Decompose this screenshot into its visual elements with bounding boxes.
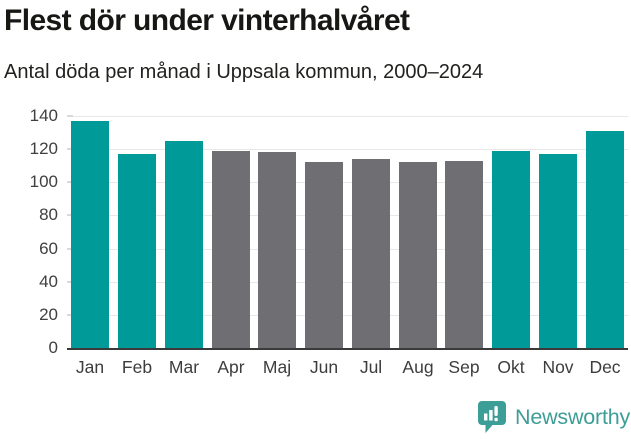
y-tick-mark-80 xyxy=(67,214,73,216)
bar-feb xyxy=(118,154,156,348)
y-tick-mark-120 xyxy=(67,148,73,150)
bar-jun xyxy=(305,162,343,348)
plot-area xyxy=(67,115,628,350)
y-axis-label-0: 0 xyxy=(48,338,58,357)
y-axis-label-20: 20 xyxy=(39,305,58,324)
brand-name: Newsworthy xyxy=(515,404,631,429)
gridline-20 xyxy=(67,315,628,316)
y-tick-mark-140 xyxy=(67,115,73,117)
chart-subtitle: Antal döda per månad i Uppsala kommun, 2… xyxy=(4,61,484,83)
logo-exclamation-dot xyxy=(494,417,498,422)
bar-mar xyxy=(165,141,203,348)
y-axis-label-100: 100 xyxy=(29,172,58,191)
gridline-120 xyxy=(67,149,628,150)
chart-title: Flest dör under vinterhalvåret xyxy=(4,4,410,37)
x-axis-label-jul: Jul xyxy=(359,357,383,377)
gridline-60 xyxy=(67,249,628,250)
x-axis-label-nov: Nov xyxy=(542,357,574,377)
logo-exclamation-stem xyxy=(494,406,498,416)
x-axis-label-dec: Dec xyxy=(589,357,621,377)
x-axis-label-mar: Mar xyxy=(168,357,200,377)
gridline-80 xyxy=(67,215,628,216)
y-tick-mark-60 xyxy=(67,248,73,250)
gridline-140 xyxy=(67,116,628,117)
x-axis-label-aug: Aug xyxy=(402,357,434,377)
bar-dec xyxy=(586,131,624,348)
bar-apr xyxy=(212,151,250,348)
x-axis-label-jun: Jun xyxy=(309,357,339,377)
y-tick-mark-20 xyxy=(67,314,73,316)
y-axis-label-140: 140 xyxy=(29,106,58,125)
brand-footer: Newsworthy xyxy=(477,400,630,434)
gridline-100 xyxy=(67,182,628,183)
gridline-40 xyxy=(67,282,628,283)
bar-jan xyxy=(71,121,109,348)
y-tick-mark-40 xyxy=(67,281,73,283)
x-axis-label-jan: Jan xyxy=(75,357,105,377)
bar-nov xyxy=(539,154,577,348)
x-axis-label-okt: Okt xyxy=(497,357,525,377)
bar-maj xyxy=(258,152,296,348)
x-axis-label-apr: Apr xyxy=(217,357,245,377)
bar-okt xyxy=(492,151,530,348)
y-axis-label-60: 60 xyxy=(39,239,58,258)
logo-bar-tall xyxy=(489,410,493,421)
bar-aug xyxy=(399,162,437,348)
bar-sep xyxy=(445,161,483,348)
newsworthy-logo-icon xyxy=(478,401,506,433)
y-tick-mark-100 xyxy=(67,181,73,183)
y-axis-label-40: 40 xyxy=(39,272,58,291)
x-axis-label-maj: Maj xyxy=(262,357,292,377)
x-axis-label-feb: Feb xyxy=(121,357,153,377)
x-axis-label-sep: Sep xyxy=(448,357,480,377)
logo-bar-small xyxy=(484,413,488,421)
y-axis-label-120: 120 xyxy=(29,139,58,158)
y-axis-label-80: 80 xyxy=(39,205,58,224)
bar-jul xyxy=(352,159,390,348)
